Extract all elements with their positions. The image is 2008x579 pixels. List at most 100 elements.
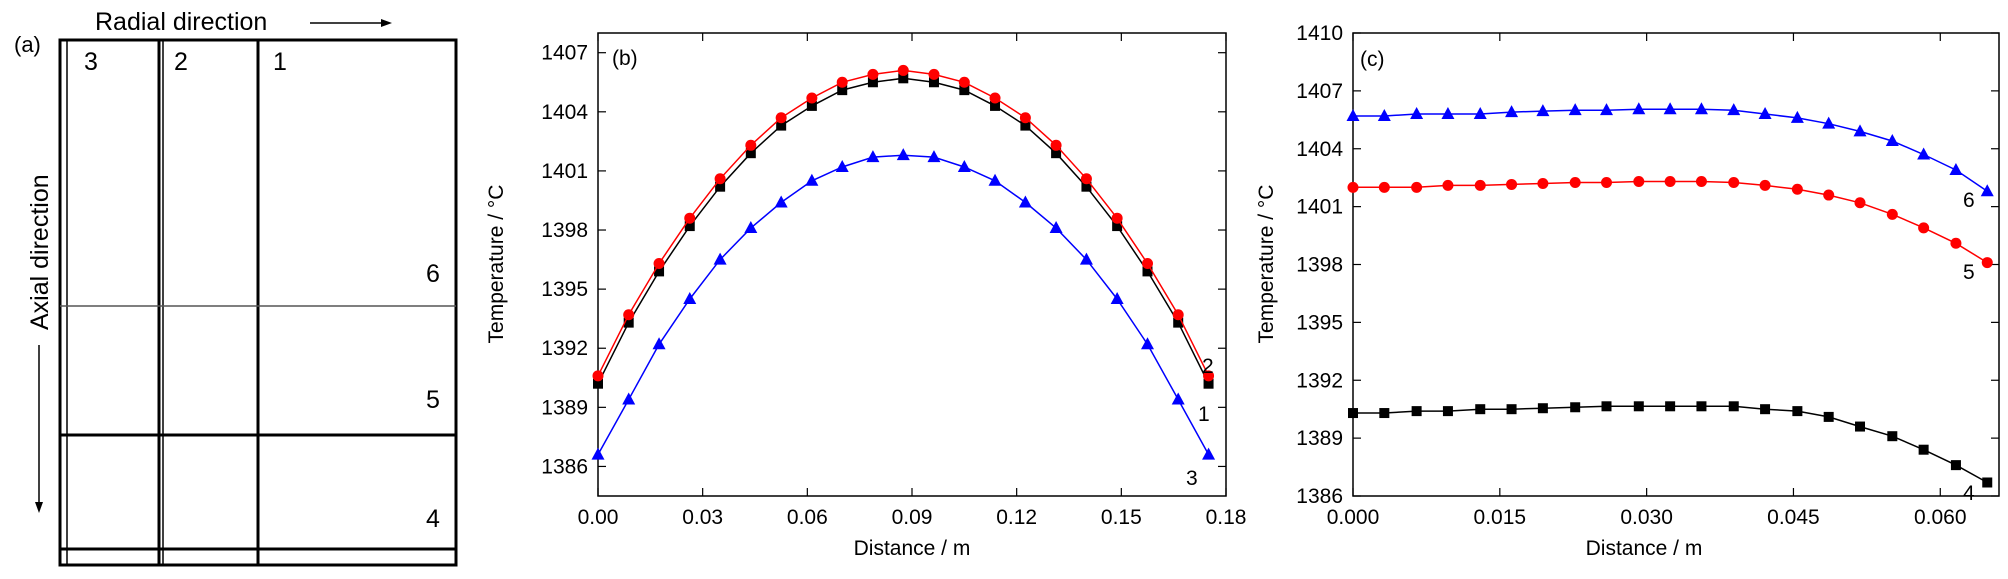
data-point	[713, 252, 727, 265]
x-tick-label: 0.12	[996, 506, 1037, 529]
data-point	[1505, 105, 1519, 118]
data-point	[1853, 124, 1867, 137]
data-point	[1080, 173, 1092, 185]
data-point	[1949, 162, 1963, 175]
y-tick-label: 1386	[541, 455, 588, 478]
y-axis-label-c: Temperature / °C	[1255, 185, 1278, 344]
data-point	[1110, 291, 1124, 304]
x-tick-label: 0.000	[1327, 506, 1380, 529]
data-point	[715, 181, 726, 192]
data-point	[1378, 181, 1390, 193]
data-point	[1474, 179, 1486, 191]
data-point	[1601, 177, 1613, 189]
data-point	[1885, 134, 1899, 147]
data-point	[1537, 403, 1548, 414]
data-point	[1411, 406, 1422, 417]
column-label-3: 3	[84, 48, 98, 76]
panel-a-label: (a)	[14, 32, 41, 57]
data-point	[1377, 108, 1391, 121]
data-point	[1855, 421, 1866, 432]
x-tick-label: 0.06	[787, 506, 828, 529]
data-point	[805, 173, 819, 186]
y-tick-label: 1386	[1296, 485, 1343, 508]
data-point	[1790, 110, 1804, 123]
y-tick-label: 1401	[541, 160, 588, 183]
row-label-4: 4	[426, 505, 440, 533]
series-c	[1346, 102, 1994, 488]
data-point	[1051, 148, 1062, 159]
series-label-4: 4	[1963, 482, 1975, 505]
x-axis-label-c: Distance / m	[1586, 537, 1703, 560]
data-point	[1142, 266, 1153, 277]
series-line-4	[1353, 405, 1988, 484]
x-tick-label: 0.15	[1101, 506, 1142, 529]
y-tick-label: 1401	[1296, 196, 1343, 219]
x-axis-label-b: Distance / m	[854, 537, 971, 560]
plot-area-c	[1352, 32, 2000, 497]
data-point	[1694, 102, 1708, 115]
series-5	[1347, 176, 1993, 269]
series-label-3: 3	[1186, 467, 1198, 490]
data-point	[1079, 252, 1093, 265]
data-point	[990, 100, 1001, 111]
y-tick-label: 1410	[1296, 22, 1343, 45]
radial-direction-label: Radial direction	[95, 8, 267, 36]
y-tick-label: 1398	[541, 219, 588, 242]
data-point	[1632, 102, 1646, 115]
data-point	[806, 92, 818, 104]
data-point	[1475, 404, 1486, 415]
data-point	[1537, 177, 1549, 189]
data-point	[806, 100, 817, 111]
data-point	[1917, 147, 1931, 160]
data-point	[1172, 309, 1184, 321]
series-label-1: 1	[1198, 403, 1210, 426]
y-tick-labels-b: 1386 1389 1392 1395 1398 1401 1404 1407	[541, 42, 588, 479]
x-tick-labels-c: 0.000 0.015 0.030 0.045 0.060	[1327, 506, 1967, 529]
data-point	[1568, 103, 1582, 116]
data-point	[1348, 408, 1358, 419]
data-point	[1696, 401, 1707, 412]
y-tick-label: 1404	[541, 101, 588, 124]
data-point	[1822, 116, 1836, 129]
data-point	[959, 85, 970, 96]
data-point	[1202, 447, 1216, 460]
data-point	[1171, 392, 1185, 405]
data-point	[592, 370, 604, 382]
data-point	[591, 447, 605, 460]
data-point	[1050, 139, 1062, 151]
data-point	[1823, 411, 1834, 422]
panel-c: (c) 0.000 0.015 0.030 0.045 0.060 1386138913…	[1255, 22, 2000, 560]
data-point	[652, 337, 666, 350]
data-point	[1506, 404, 1517, 415]
data-point	[1633, 176, 1645, 188]
data-point	[1111, 212, 1123, 224]
data-point	[714, 173, 726, 185]
data-point	[1049, 221, 1063, 234]
data-point	[1664, 176, 1676, 188]
data-point	[1918, 444, 1929, 455]
data-point	[835, 159, 849, 172]
data-point	[1792, 406, 1803, 417]
data-point	[1141, 337, 1154, 350]
data-point	[1442, 179, 1454, 191]
data-point	[866, 150, 880, 163]
data-point	[1018, 195, 1032, 208]
data-point	[1020, 120, 1031, 131]
data-point	[1981, 257, 1993, 269]
data-point	[1379, 408, 1390, 419]
data-point	[1203, 370, 1215, 382]
y-tick-label: 1389	[1296, 427, 1343, 450]
data-point	[744, 221, 758, 234]
data-point	[1727, 103, 1741, 116]
data-point	[1728, 401, 1739, 412]
y-tick-label: 1392	[1296, 369, 1343, 392]
panel-b-label: (b)	[612, 47, 638, 70]
data-point	[1854, 197, 1866, 209]
data-point	[1506, 178, 1518, 190]
series-b	[591, 64, 1216, 460]
series-6	[1346, 102, 1994, 197]
panel-b: (b) 0.00 0.03 0.06 0.09 0.12 0.15 0.18 1386138…	[485, 32, 1246, 560]
y-tick-label: 1404	[1296, 138, 1343, 161]
series-3	[591, 148, 1216, 460]
data-point	[1347, 181, 1359, 193]
